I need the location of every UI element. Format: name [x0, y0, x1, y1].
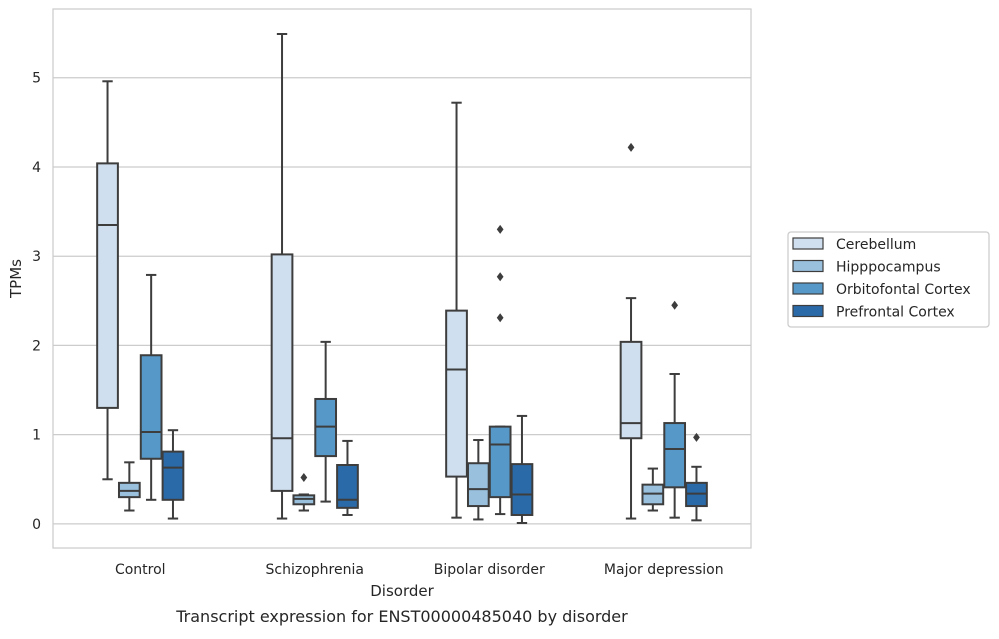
outlier-0	[627, 142, 635, 152]
x-tick-label-1: Schizophrenia	[266, 562, 364, 578]
box-3-1	[336, 439, 359, 516]
outlier-2	[496, 224, 504, 234]
box-3-0	[161, 429, 185, 520]
plot-frame	[52, 8, 752, 549]
box-1-0	[117, 461, 141, 512]
box-3-3	[685, 432, 708, 522]
gridlines	[53, 77, 751, 525]
box-body	[488, 425, 512, 499]
legend-frame	[787, 231, 990, 328]
y-tick-label-3: 3	[32, 249, 41, 265]
box-0-1	[270, 32, 294, 520]
chart-caption: Transcript expression for ENST0000048504…	[175, 607, 628, 626]
legend-swatch-0	[792, 237, 824, 250]
x-tick-label-0: Control	[115, 562, 166, 578]
outlier-0	[300, 473, 308, 483]
y-tick-labels: 0 1 2 3 4 5	[32, 71, 41, 533]
box-1-2	[466, 439, 490, 521]
box-2-2	[488, 224, 512, 516]
x-tick-label-3: Major depression	[604, 562, 724, 578]
box-body	[619, 340, 643, 440]
outlier-0	[671, 300, 679, 310]
x-tick-label-2: Bipolar disorder	[434, 562, 545, 578]
legend-label-0: Cerebellum	[836, 237, 916, 253]
box-1-1	[292, 473, 316, 512]
box-2-3	[663, 300, 687, 519]
y-tick-label-2: 2	[32, 338, 41, 354]
box-body	[270, 253, 294, 492]
box-layer	[96, 32, 708, 525]
box-body	[336, 464, 359, 509]
y-tick-label-4: 4	[32, 160, 41, 176]
y-tick-label-1: 1	[32, 428, 41, 444]
legend-swatch-2	[792, 282, 824, 295]
box-2-0	[139, 273, 163, 501]
legend-swatch-3	[792, 304, 824, 318]
legend: Cerebellum Hipppocampus Orbitofontal Corte…	[787, 231, 990, 328]
box-0-3	[619, 142, 643, 520]
legend-label-1: Hipppocampus	[836, 260, 941, 276]
box-1-3	[641, 467, 665, 512]
box-body	[663, 422, 687, 489]
box-body	[161, 450, 185, 501]
x-axis-label: Disorder	[370, 582, 434, 600]
box-body	[445, 309, 468, 478]
box-body	[139, 354, 163, 460]
y-tick-label-0: 0	[32, 517, 41, 533]
y-tick-label-5: 5	[32, 71, 41, 87]
box-body	[466, 462, 490, 508]
outlier-0	[693, 432, 700, 442]
box-2-1	[314, 340, 338, 503]
x-tick-labels: Control Schizophrenia Bipolar disorder Majo…	[115, 562, 724, 578]
outlier-0	[496, 313, 504, 323]
box-0-0	[96, 80, 119, 481]
legend-label-3: Prefrontal Cortex	[836, 305, 955, 321]
y-axis-label: TPMs	[7, 259, 25, 299]
box-0-2	[445, 101, 468, 519]
legend-swatch-1	[792, 259, 824, 273]
outlier-1	[496, 272, 504, 282]
legend-label-2: Orbitofontal Cortex	[836, 282, 971, 298]
box-body	[510, 463, 534, 516]
box-body	[96, 162, 119, 409]
box-3-2	[510, 414, 534, 525]
